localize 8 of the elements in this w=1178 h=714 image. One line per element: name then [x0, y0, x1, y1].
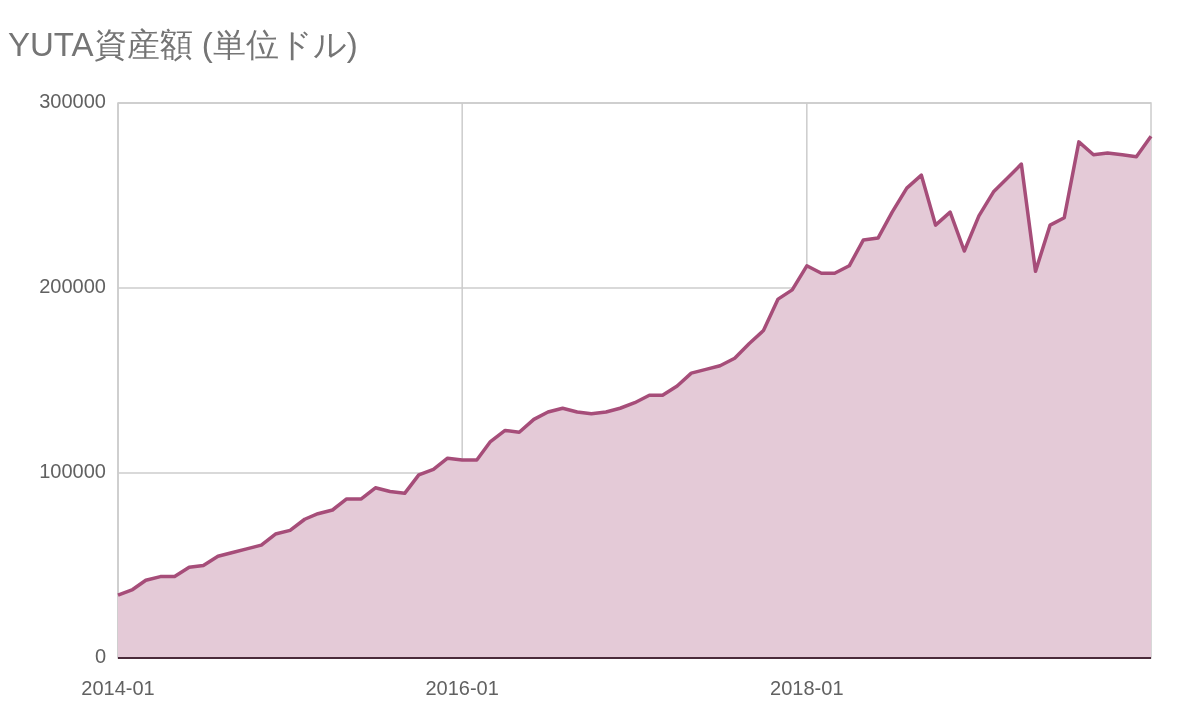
y-tick-label: 200000 — [39, 275, 106, 298]
y-tick-label: 0 — [94, 645, 106, 668]
x-tick-label: 2018-01 — [770, 677, 844, 699]
y-tick-label: 300000 — [39, 90, 106, 113]
y-tick-label: 100000 — [39, 460, 106, 483]
x-tick-label: 2016-01 — [425, 677, 499, 699]
chart-title: YUTA資産額 (単位ドル) — [8, 26, 358, 63]
x-tick-label: 2014-01 — [81, 677, 155, 699]
